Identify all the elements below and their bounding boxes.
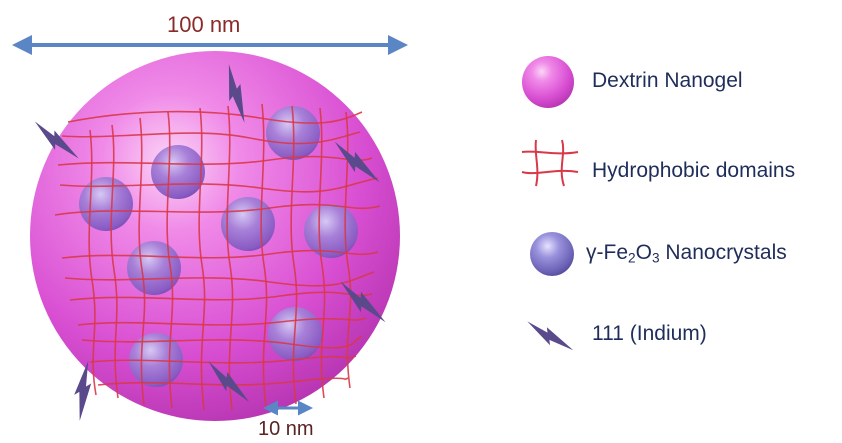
nanocrystal <box>221 197 275 251</box>
hydrophobic-network <box>54 103 381 411</box>
legend-indium-label: 111 (Indium) <box>592 322 707 345</box>
crystal-spacing-label: 10 nm <box>258 418 314 440</box>
legend-nanogel-label: Dextrin Nanogel <box>592 69 743 92</box>
legend-nanocrystals-label: γ-Fe2O3 Nanocrystals <box>586 241 787 266</box>
legend-nanocrystal-icon <box>530 232 574 276</box>
legend-nanogel-icon <box>522 56 574 108</box>
legend-hydrophobic-icon <box>521 139 579 187</box>
nanocrystal <box>79 177 133 231</box>
legend-hydrophobic-label: Hydrophobic domains <box>592 159 796 182</box>
particle-size-label: 100 nm <box>167 12 241 37</box>
legend-indium-icon <box>523 321 578 351</box>
nanocrystal <box>151 145 205 199</box>
